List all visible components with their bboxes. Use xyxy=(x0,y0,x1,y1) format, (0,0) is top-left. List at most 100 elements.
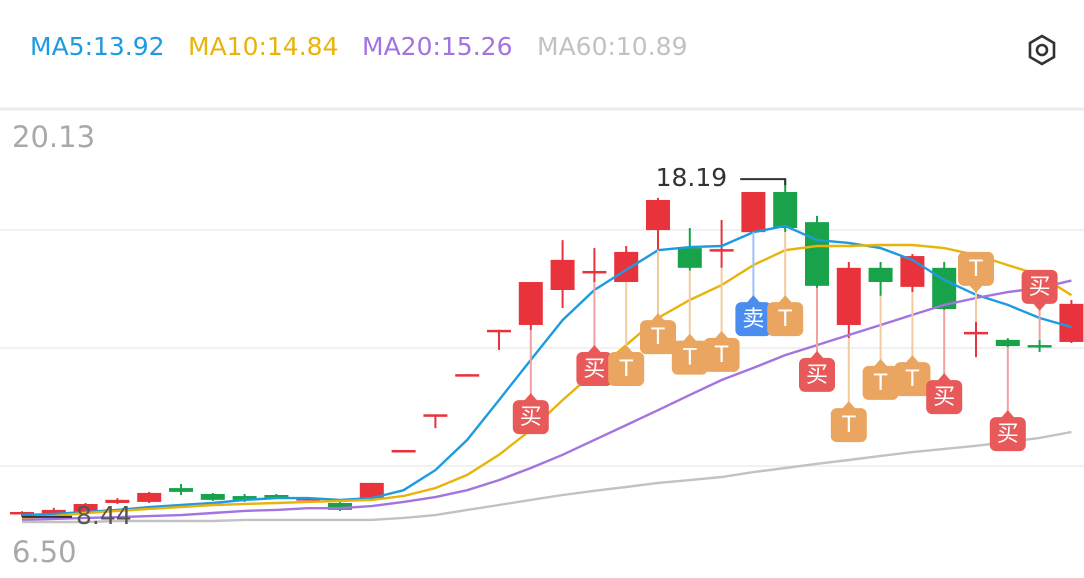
trade-signal: 买 xyxy=(799,287,835,392)
signal-pointer xyxy=(619,345,634,354)
signal-pointer xyxy=(682,333,697,342)
high-leader xyxy=(740,178,787,186)
signal-pill xyxy=(512,400,549,435)
signal-label: T xyxy=(873,371,888,396)
signal-pointer xyxy=(778,295,793,304)
legend-entry: MA10:14.84 xyxy=(188,32,338,61)
candle-body xyxy=(677,248,702,268)
candle-body xyxy=(805,222,829,286)
signal-label: T xyxy=(841,413,856,438)
trade-signal: 买 xyxy=(512,330,549,435)
trade-signal: 买 xyxy=(926,310,963,415)
signal-pill xyxy=(958,251,994,286)
candle-body xyxy=(964,331,988,335)
signal-pointer xyxy=(1032,302,1047,311)
signal-label: T xyxy=(714,343,729,368)
signal-pointer xyxy=(969,284,983,293)
candle-body xyxy=(423,414,448,417)
signal-label: 买 xyxy=(806,363,828,388)
candle-body xyxy=(741,191,766,233)
trade-signal: T xyxy=(894,292,931,397)
signal-pill xyxy=(767,302,804,337)
candle-body xyxy=(169,488,193,492)
signal-pill xyxy=(1021,269,1058,304)
trade-signal: 卖 xyxy=(735,232,772,337)
trade-signal: T xyxy=(640,250,676,355)
settings-dot xyxy=(1035,43,1049,57)
candle-body xyxy=(10,511,34,515)
ma-line xyxy=(21,224,1072,517)
trade-signal: T xyxy=(767,232,804,337)
y-tick-label: 6.50 xyxy=(12,535,77,569)
signal-pill xyxy=(926,380,963,415)
signal-label: T xyxy=(650,325,665,350)
signal-pointer xyxy=(746,295,761,304)
candle-body xyxy=(391,449,416,453)
trade-signal: T xyxy=(958,251,994,322)
candle-body xyxy=(359,482,384,499)
candle-body xyxy=(200,493,225,500)
signal-label: T xyxy=(968,257,983,282)
candle-body xyxy=(995,339,1020,347)
candle-body xyxy=(836,267,861,325)
trade-signal: T xyxy=(862,295,899,400)
signal-pill xyxy=(862,365,899,400)
signal-label: 卖 xyxy=(742,307,764,332)
signal-label: T xyxy=(777,307,792,332)
signal-pill xyxy=(703,337,740,372)
signal-pill xyxy=(671,340,708,375)
signal-pill xyxy=(576,352,613,387)
candle-body xyxy=(1027,345,1052,348)
signal-label: T xyxy=(618,357,633,382)
signal-pill xyxy=(608,352,645,387)
trade-signal: 买 xyxy=(1021,269,1058,340)
trade-signal: T xyxy=(671,270,708,375)
signal-label: T xyxy=(682,346,697,371)
signal-pointer xyxy=(651,313,665,322)
candle-body xyxy=(1059,303,1084,342)
candle-body xyxy=(328,502,352,510)
y-tick-label: 20.13 xyxy=(12,120,95,154)
candle-body xyxy=(868,267,893,283)
candle-body xyxy=(264,495,289,498)
low-label: 8.44 xyxy=(76,501,132,530)
signal-pill xyxy=(640,320,676,355)
signal-label: 买 xyxy=(997,422,1019,447)
signal-label: 买 xyxy=(933,385,955,410)
candle-body xyxy=(296,498,321,501)
legend-entry: MA5:13.92 xyxy=(30,32,165,61)
signal-pill xyxy=(799,357,835,392)
trade-signal: 买 xyxy=(576,282,613,387)
high-label: 18.19 xyxy=(656,163,728,192)
trade-signal: T xyxy=(830,338,867,443)
signal-pointer xyxy=(714,330,729,339)
legend-entry: MA20:15.26 xyxy=(362,32,512,61)
signal-pointer xyxy=(873,358,888,367)
signal-pill xyxy=(735,302,772,337)
settings-hexagon xyxy=(1028,34,1056,66)
trade-signal: T xyxy=(703,267,740,372)
signal-label: 买 xyxy=(583,357,605,382)
signal-pointer xyxy=(905,355,920,364)
candle-body xyxy=(550,259,575,290)
signal-pointer xyxy=(937,373,952,382)
candle-body xyxy=(105,499,130,503)
candle-body xyxy=(518,282,543,325)
signal-pointer xyxy=(587,345,602,354)
candle-body xyxy=(582,270,607,274)
trade-signal: 买 xyxy=(989,347,1026,452)
candle-body xyxy=(646,199,670,231)
signal-pointer xyxy=(523,393,538,402)
candle-body xyxy=(709,249,734,252)
candle-body xyxy=(487,329,511,333)
signal-pill xyxy=(894,362,931,397)
signal-pill xyxy=(989,417,1026,452)
ma-line xyxy=(22,430,1072,524)
candle-body xyxy=(137,492,162,502)
signal-label: 买 xyxy=(1029,275,1051,300)
trade-signal: T xyxy=(608,282,645,387)
signal-label: T xyxy=(905,367,920,392)
settings-icon[interactable] xyxy=(1028,34,1056,66)
candle-body xyxy=(232,496,257,500)
